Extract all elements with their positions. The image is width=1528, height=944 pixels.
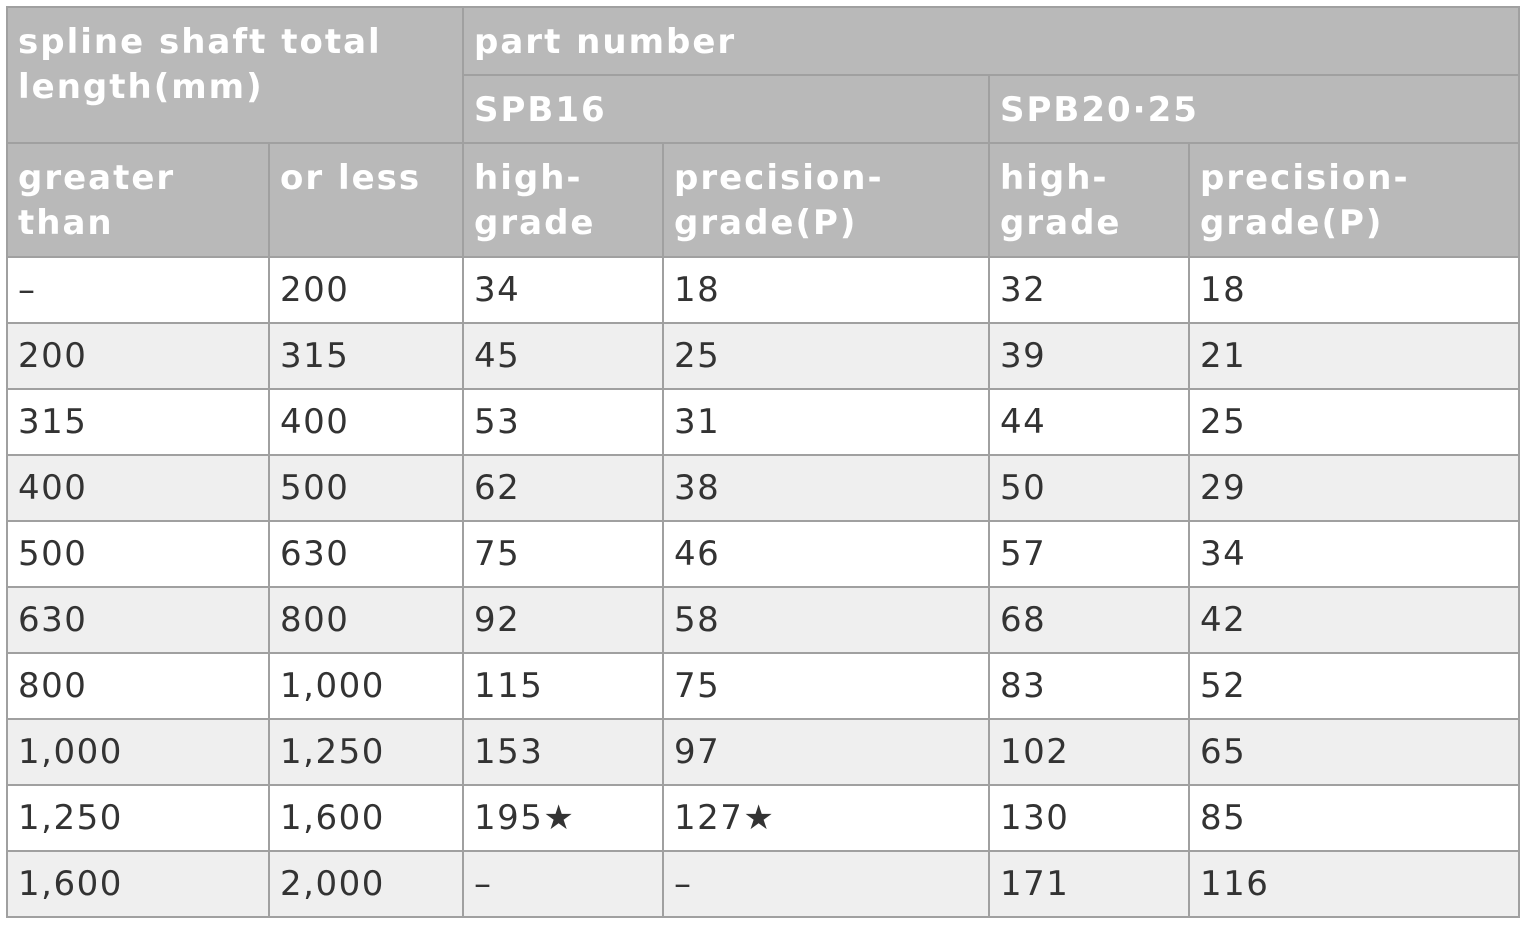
table-cell: 29: [1188, 454, 1521, 522]
table-cell: –: [6, 256, 270, 324]
table-cell: 32: [988, 256, 1191, 324]
table-cell: 25: [1188, 388, 1521, 456]
table-cell: 200: [267, 256, 465, 324]
column-header: precision-grade(P): [1188, 142, 1521, 258]
table-cell: 34: [462, 256, 665, 324]
table-row: 315 400 53 31 44 25: [6, 388, 1521, 456]
table-cell: 1,600: [6, 850, 270, 918]
table-cell: 153: [462, 718, 665, 786]
table-cell: 25: [662, 322, 991, 390]
table-row: 800 1,000 115 75 83 52: [6, 652, 1521, 720]
part-number-header: part number: [462, 6, 1521, 76]
table-row: 400 500 62 38 50 29: [6, 454, 1521, 522]
table-row: –200 34 18 32 18: [6, 256, 1521, 324]
group-header: spline shaft total length(mm): [5, 6, 465, 144]
table-cell: 630: [6, 586, 270, 654]
table-cell: 52: [1188, 652, 1521, 720]
table-cell: 115: [462, 652, 665, 720]
table-cell: 1,000: [267, 652, 465, 720]
table-cell: 800: [6, 652, 270, 720]
table-cell: 400: [267, 388, 465, 456]
table-row: 1,000 1,250 153 97 102 65: [6, 718, 1521, 786]
table-cell: –: [462, 850, 665, 918]
table-cell: 195★: [462, 784, 665, 852]
table-cell: 75: [462, 520, 665, 588]
table-cell: 315: [267, 322, 465, 390]
table-cell: 500: [267, 454, 465, 522]
column-header: high-grade: [462, 142, 665, 258]
table-cell: 21: [1188, 322, 1521, 390]
table-cell: 57: [988, 520, 1191, 588]
table-cell: 46: [662, 520, 991, 588]
table-row: 630 800 92 58 68 42: [6, 586, 1521, 654]
table-cell: 58: [662, 586, 991, 654]
table-cell: 1,250: [267, 718, 465, 786]
data-table: spline shaft total length(mm) part numbe…: [5, 6, 1521, 918]
table-cell: 83: [988, 652, 1191, 720]
table-cell: 45: [462, 322, 665, 390]
table-cell: 50: [988, 454, 1191, 522]
table-row: 500 630 75 46 57 34: [6, 520, 1521, 588]
table-cell: 1,250: [6, 784, 270, 852]
table-cell: 130: [988, 784, 1191, 852]
table-cell: 2,000: [267, 850, 465, 918]
table-cell: 400: [6, 454, 270, 522]
table-cell: 127★: [662, 784, 991, 852]
table-cell: 34: [1188, 520, 1521, 588]
table-cell: 1,600: [267, 784, 465, 852]
table-cell: 92: [462, 586, 665, 654]
table-cell: 1,000: [6, 718, 270, 786]
table-cell: 31: [662, 388, 991, 456]
table-cell: 18: [662, 256, 991, 324]
table-cell: 171: [988, 850, 1191, 918]
table-cell: 315: [6, 388, 270, 456]
table-cell: 630: [267, 520, 465, 588]
column-header: precision-grade(P): [662, 142, 991, 258]
table-row: 1,250 1,600 195★ 127★ 130 85: [6, 784, 1521, 852]
table-cell: 116: [1188, 850, 1521, 918]
model-header: SPB20·25: [988, 74, 1521, 144]
column-header: or less: [267, 142, 465, 258]
table-cell: 68: [988, 586, 1191, 654]
table-cell: 97: [662, 718, 991, 786]
table-cell: 18: [1188, 256, 1521, 324]
table-cell: 500: [6, 520, 270, 588]
table-row: 1,600 2,000– –171 116: [6, 850, 1521, 918]
table-cell: 38: [662, 454, 991, 522]
table-cell: 39: [988, 322, 1191, 390]
table-cell: 53: [462, 388, 665, 456]
column-header: high-grade: [988, 142, 1191, 258]
table-cell: 200: [6, 322, 270, 390]
table-cell: 85: [1188, 784, 1521, 852]
model-header: SPB16: [462, 74, 991, 144]
table-cell: –: [662, 850, 991, 918]
table-cell: 44: [988, 388, 1191, 456]
table-cell: 800: [267, 586, 465, 654]
table-cell: 62: [462, 454, 665, 522]
table-cell: 65: [1188, 718, 1521, 786]
table-cell: 75: [662, 652, 991, 720]
column-header: greater than: [6, 142, 270, 258]
table-row: 200 315 45 25 39 21: [6, 322, 1521, 390]
table-cell: 42: [1188, 586, 1521, 654]
table-cell: 102: [988, 718, 1191, 786]
